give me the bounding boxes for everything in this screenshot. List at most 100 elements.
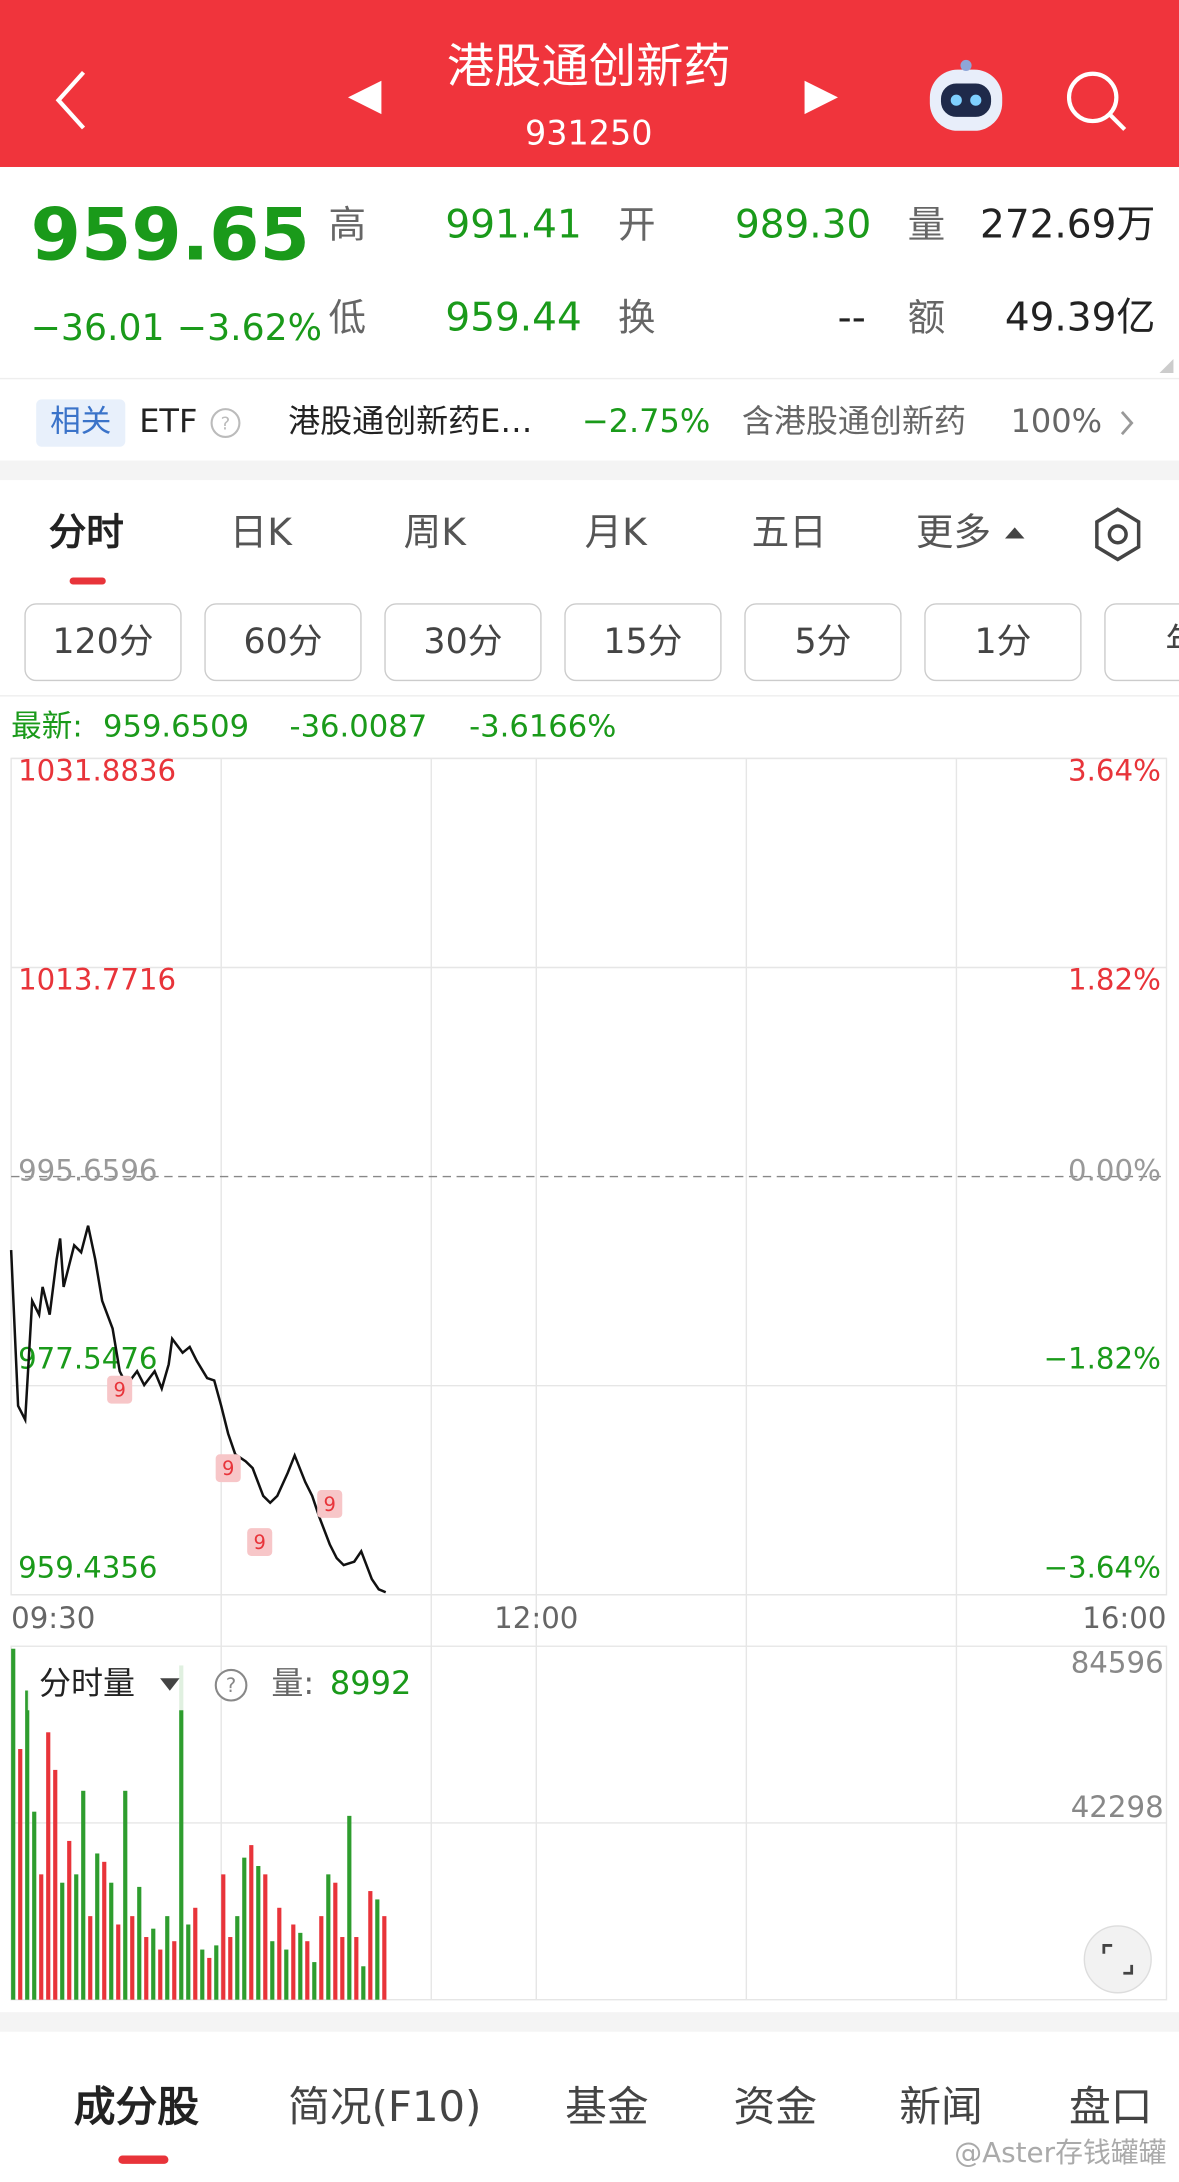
- volume-bar: [158, 1949, 163, 2000]
- volume-bar: [291, 1924, 296, 2000]
- signal-label: 9: [324, 1493, 336, 1516]
- svg-text:?: ?: [226, 1674, 236, 1697]
- signal-marker: [107, 1375, 133, 1404]
- stat-label: 低: [329, 296, 367, 340]
- tab-underline: [69, 577, 106, 585]
- signal-label: 9: [254, 1531, 266, 1554]
- period-label: 5分: [794, 622, 851, 662]
- header-title: 港股通创新药: [447, 40, 731, 95]
- etf-tag: 相关: [50, 405, 111, 440]
- stat-value: 989.30: [735, 202, 871, 247]
- volume-bar: [256, 1865, 261, 2000]
- tab[interactable]: 分时: [49, 510, 124, 554]
- x-tick-label: 12:00: [494, 1601, 578, 1635]
- stat-value: --: [838, 296, 866, 341]
- etf-name[interactable]: 港股通创新药E…: [288, 402, 532, 440]
- y2-tick-label: 0.00%: [1068, 1153, 1161, 1187]
- period-row: 120分 60分 30分 15分 5分 1分 年: [24, 603, 1179, 682]
- latest-label: 最新:: [11, 709, 83, 744]
- volume-bar: [270, 1941, 275, 2000]
- svg-text:?: ?: [221, 413, 231, 434]
- corner-mark: [1159, 359, 1174, 373]
- period-label: 年: [1166, 622, 1179, 662]
- period-button[interactable]: [1104, 603, 1179, 682]
- robot-icon[interactable]: [929, 59, 1003, 131]
- etf-holding: 含港股通创新药: [742, 402, 966, 440]
- period-button[interactable]: [924, 603, 1082, 682]
- x-tick-label: 16:00: [1082, 1601, 1166, 1635]
- bottom-tab[interactable]: 新闻: [899, 2082, 983, 2131]
- search-icon[interactable]: [1066, 71, 1127, 131]
- volume-bar: [32, 1811, 37, 2000]
- bottom-tab[interactable]: 简况(F10): [288, 2082, 481, 2131]
- volume-bar: [347, 1815, 352, 2000]
- period-label: 120分: [52, 622, 153, 662]
- y-tick-label: 1013.7716: [18, 962, 176, 996]
- y2-tick-label: 3.64%: [1068, 753, 1161, 787]
- help-icon[interactable]: ?: [210, 408, 241, 439]
- volume-bar: [151, 1928, 156, 2000]
- latest-pct: -3.6166%: [469, 709, 616, 744]
- x-tick-label: 09:30: [11, 1601, 95, 1635]
- settings-icon[interactable]: [1095, 507, 1141, 562]
- bottom-tab[interactable]: 成分股: [74, 2082, 200, 2131]
- back-button[interactable]: [55, 70, 86, 130]
- volume-bar: [116, 1924, 121, 2000]
- tab[interactable]: 周K: [404, 510, 468, 554]
- period-button[interactable]: [204, 603, 362, 682]
- bottom-tab[interactable]: 盘口: [1069, 2082, 1153, 2131]
- signal-marker: [215, 1454, 241, 1483]
- bottom-tab[interactable]: 基金: [565, 2082, 649, 2131]
- volume-bar: [221, 1874, 226, 2000]
- more-arrow[interactable]: [1120, 410, 1134, 436]
- volume-bar: [25, 1690, 30, 2000]
- tab[interactable]: 五日: [752, 510, 827, 554]
- signal-label: 9: [113, 1379, 125, 1402]
- volume-bar: [326, 1874, 331, 2000]
- stat-label: 开: [618, 202, 656, 246]
- volume-bar: [130, 1916, 135, 2000]
- volume-bar: [249, 1845, 254, 2000]
- bottom-tab-underline: [118, 2155, 169, 2164]
- y2-tick-label: −3.64%: [1044, 1551, 1161, 1585]
- volume-bar: [46, 1732, 51, 2000]
- bottom-tab[interactable]: 资金: [734, 2082, 818, 2131]
- etf-holding-pct: 100%: [1011, 402, 1102, 440]
- volume-bar: [67, 1840, 72, 2000]
- volume-bar: [123, 1790, 128, 2000]
- tab[interactable]: 更多: [916, 510, 991, 554]
- tab[interactable]: 日K: [230, 510, 294, 554]
- volume-bar: [382, 1916, 387, 2000]
- volume-selector[interactable]: [27, 1660, 190, 1711]
- period-button[interactable]: [24, 603, 182, 682]
- volume-bar: [53, 1769, 58, 2000]
- next-button[interactable]: [804, 80, 838, 115]
- tab-row: 分时 日K 周K 月K 五日 更多: [49, 510, 991, 554]
- y-tick-label: 42298: [1071, 1790, 1164, 1824]
- tab[interactable]: 月K: [585, 510, 649, 554]
- volume-bar: [102, 1861, 107, 2000]
- period-button[interactable]: [564, 603, 722, 682]
- etf-change: −2.75%: [582, 402, 710, 440]
- volume-bar: [88, 1916, 93, 2000]
- expand-button[interactable]: [1083, 1925, 1152, 1994]
- y-tick-label: 84596: [1071, 1645, 1164, 1679]
- volume-bar: [144, 1937, 149, 2000]
- prev-button[interactable]: [347, 80, 382, 115]
- latest-price: 959.6509: [103, 709, 249, 744]
- volume-bar: [39, 1874, 44, 2000]
- help-icon[interactable]: ?: [214, 1668, 248, 1702]
- stat-value: 49.39亿: [1005, 296, 1155, 341]
- volume-bar: [333, 1882, 338, 2000]
- watermark: @Aster存钱罐罐: [954, 2136, 1166, 2169]
- price-line: [9, 1225, 387, 1594]
- period-button[interactable]: [744, 603, 902, 682]
- volume-bar: [179, 1665, 184, 2000]
- volume-bar: [361, 1966, 366, 2000]
- period-button[interactable]: [384, 603, 542, 682]
- signal-marker: [247, 1528, 273, 1556]
- y-tick-label: 995.6596: [18, 1153, 157, 1187]
- volume-bar: [11, 1648, 16, 2000]
